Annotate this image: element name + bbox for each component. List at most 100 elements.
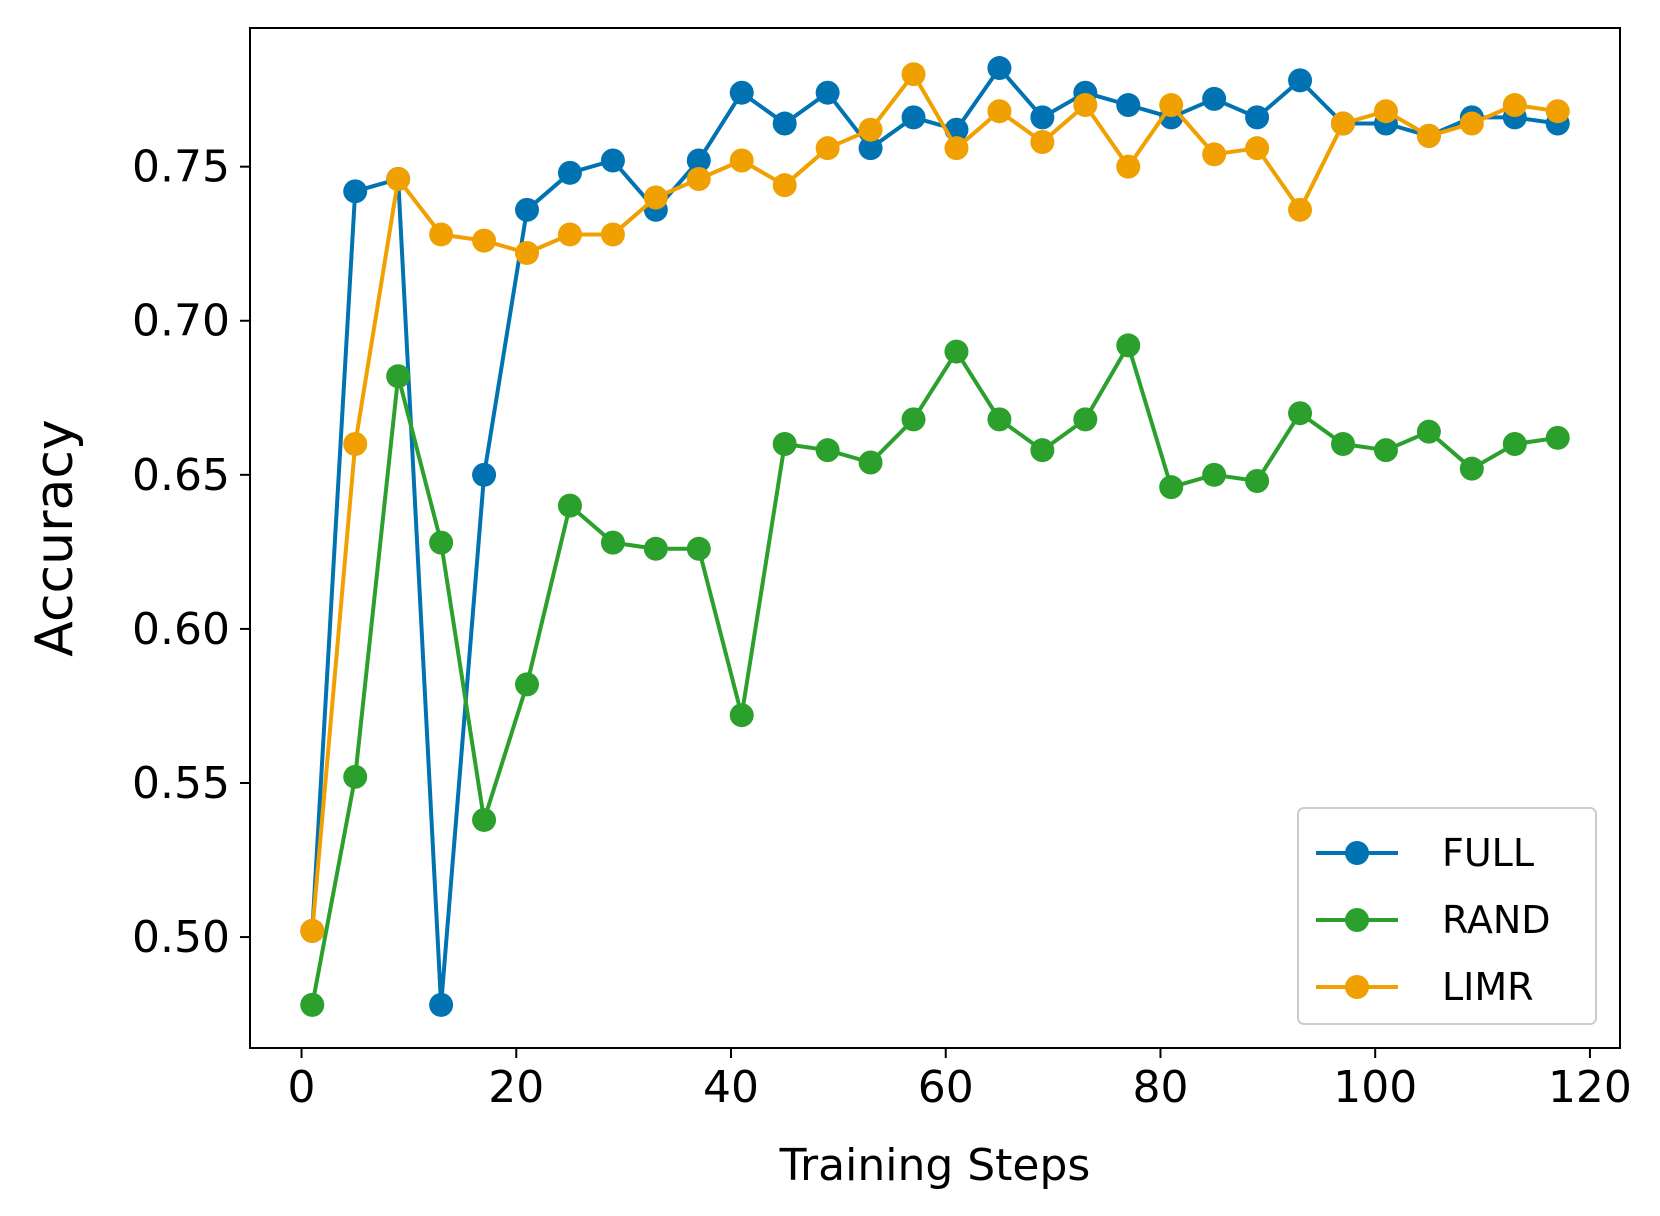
data-point-rand: [1459, 456, 1484, 481]
data-point-rand: [858, 450, 883, 475]
data-point-full: [815, 80, 840, 105]
legend-marker-swatch: [1345, 841, 1369, 865]
data-point-rand: [1030, 438, 1055, 463]
data-point-rand: [944, 339, 969, 364]
y-tick-label: 0.70: [132, 296, 230, 347]
y-axis: 0.50 0.55 0.60 0.65 0.70 0.75: [132, 142, 250, 963]
data-point-rand: [343, 764, 368, 789]
data-point-limr: [1159, 93, 1184, 118]
data-point-full: [858, 136, 883, 161]
data-point-full: [686, 148, 711, 173]
y-axis-label: Accuracy: [25, 419, 85, 656]
data-point-limr: [987, 99, 1012, 124]
data-point-limr: [729, 148, 754, 173]
data-point-limr: [1073, 93, 1098, 118]
data-point-full: [987, 56, 1012, 81]
data-point-limr: [1416, 123, 1441, 148]
data-point-rand: [1502, 432, 1527, 457]
data-point-limr: [343, 432, 368, 457]
legend-item-limr: LIMR: [1316, 965, 1534, 1009]
data-point-rand: [1159, 475, 1184, 500]
y-tick-label: 0.75: [132, 142, 230, 193]
data-point-full: [1202, 86, 1227, 111]
data-point-limr: [1545, 99, 1570, 124]
data-point-rand: [1373, 438, 1398, 463]
x-tick-label: 120: [1548, 1062, 1632, 1113]
data-point-full: [1030, 105, 1055, 130]
data-point-limr: [600, 222, 625, 247]
x-tick-label: 20: [488, 1062, 544, 1113]
data-point-limr: [557, 222, 582, 247]
data-point-full: [472, 462, 497, 487]
x-tick-label: 60: [918, 1062, 974, 1113]
data-point-limr: [472, 228, 497, 253]
x-tick-label: 40: [703, 1062, 759, 1113]
data-point-rand: [472, 807, 497, 832]
data-point-limr: [772, 173, 797, 198]
legend-label: RAND: [1442, 898, 1551, 942]
data-point-full: [429, 992, 454, 1017]
legend-item-rand: RAND: [1316, 898, 1551, 942]
data-point-limr: [643, 185, 668, 210]
x-tick-label: 0: [288, 1062, 316, 1113]
y-tick-label: 0.60: [132, 604, 230, 655]
data-point-rand: [1073, 407, 1098, 432]
data-point-limr: [815, 136, 840, 161]
y-tick-label: 0.50: [132, 912, 230, 963]
data-point-limr: [858, 117, 883, 142]
data-point-rand: [686, 536, 711, 561]
data-point-rand: [429, 530, 454, 555]
data-point-limr: [1245, 136, 1270, 161]
x-axis-label: Training Steps: [779, 1140, 1091, 1191]
y-tick-label: 0.65: [132, 450, 230, 501]
x-tick-label: 80: [1132, 1062, 1188, 1113]
data-point-full: [600, 148, 625, 173]
data-point-rand: [815, 438, 840, 463]
data-point-rand: [300, 992, 325, 1017]
data-point-rand: [386, 364, 411, 389]
plot-area-frame: [249, 27, 1621, 1049]
legend-frame: [1297, 807, 1597, 1025]
data-point-rand: [772, 432, 797, 457]
data-point-full: [515, 197, 540, 222]
legend-item-full: FULL: [1316, 831, 1534, 875]
x-tick-label: 100: [1333, 1062, 1417, 1113]
data-point-full: [772, 111, 797, 136]
data-point-limr: [944, 136, 969, 161]
data-point-limr: [386, 166, 411, 191]
legend-label: LIMR: [1442, 965, 1534, 1009]
y-tick-label: 0.55: [132, 758, 230, 809]
data-point-rand: [901, 407, 926, 432]
data-point-full: [1116, 93, 1141, 118]
data-point-full: [1288, 68, 1313, 93]
data-point-limr: [686, 166, 711, 191]
data-point-full: [343, 179, 368, 204]
data-point-full: [1245, 105, 1270, 130]
data-point-rand: [515, 672, 540, 697]
data-point-limr: [901, 62, 926, 87]
data-point-rand: [1202, 462, 1227, 487]
data-point-limr: [1288, 197, 1313, 222]
data-point-limr: [1373, 99, 1398, 124]
chart-marks: [300, 56, 1570, 1017]
data-point-limr: [1030, 130, 1055, 155]
data-point-rand: [1416, 419, 1441, 444]
legend-marker-swatch: [1345, 908, 1369, 932]
data-point-rand: [1330, 432, 1355, 457]
data-point-full: [557, 160, 582, 185]
data-point-rand: [729, 703, 754, 728]
series-limr: [300, 62, 1570, 943]
data-point-rand: [643, 536, 668, 561]
series-rand: [300, 333, 1570, 1017]
data-point-limr: [1502, 93, 1527, 118]
data-point-rand: [600, 530, 625, 555]
data-point-full: [901, 105, 926, 130]
data-point-limr: [515, 240, 540, 265]
data-point-rand: [1116, 333, 1141, 358]
x-axis: 0 20 40 60 80 100 120: [288, 1048, 1632, 1113]
data-point-limr: [1459, 111, 1484, 136]
data-point-rand: [1288, 401, 1313, 426]
data-point-limr: [1202, 142, 1227, 167]
legend-marker-swatch: [1345, 975, 1369, 999]
